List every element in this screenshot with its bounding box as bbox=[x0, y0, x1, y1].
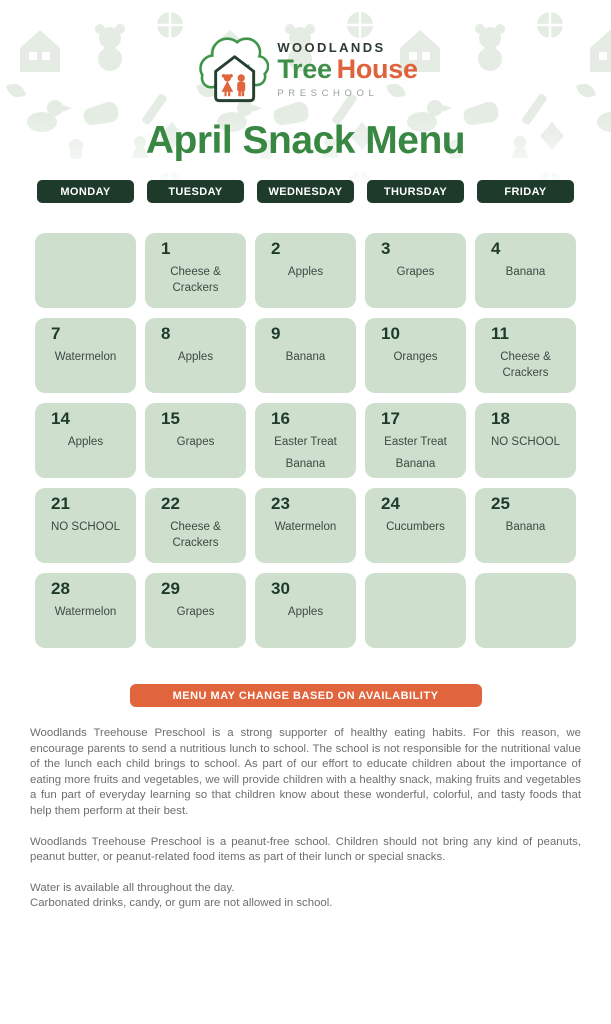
calendar-cell: 8 Apples bbox=[145, 318, 246, 393]
cell-snack: Grapes bbox=[396, 266, 435, 278]
cell-snack: Grapes bbox=[176, 436, 215, 448]
brand-woodlands: WOODLANDS bbox=[277, 40, 386, 56]
logo: WOODLANDS Tree House PRESCHOOL bbox=[0, 0, 611, 111]
cell-date: 22 bbox=[161, 494, 180, 513]
cell-date: 17 bbox=[381, 409, 400, 428]
cell-snack: Easter Treat bbox=[274, 436, 337, 448]
calendar-cell bbox=[475, 573, 576, 648]
calendar-cell: 3 Grapes bbox=[365, 233, 466, 308]
cell-snack: Watermelon bbox=[274, 521, 337, 533]
calendar-cell bbox=[35, 233, 136, 308]
cell-snack-line2: Banana bbox=[395, 458, 436, 471]
cell-date: 10 bbox=[381, 324, 400, 343]
healthy-eating-paragraph: Woodlands Treehouse Preschool is a stron… bbox=[30, 727, 581, 817]
cell-date: 21 bbox=[51, 494, 70, 513]
cell-snack: Banana bbox=[505, 521, 546, 533]
cell-snack: Easter Treat bbox=[384, 436, 447, 448]
cell-date bbox=[365, 573, 466, 599]
cell-date: 30 bbox=[271, 579, 290, 598]
calendar-cell: 11 Cheese & Crackers bbox=[475, 318, 576, 393]
cell-date: 18 bbox=[491, 409, 510, 428]
cell-date: 4 bbox=[491, 239, 501, 258]
cell-date: 14 bbox=[51, 409, 70, 428]
calendar-cell: 18 NO SCHOOL bbox=[475, 403, 576, 478]
calendar-cell: 16 Easter Treat Banana bbox=[255, 403, 356, 478]
calendar-cell: 7 Watermelon bbox=[35, 318, 136, 393]
calendar-cell: 10 Oranges bbox=[365, 318, 466, 393]
cell-snack: Apples bbox=[287, 606, 324, 618]
calendar-cell: 17 Easter Treat Banana bbox=[365, 403, 466, 478]
cell-date bbox=[35, 233, 136, 259]
cell-snack: NO SCHOOL bbox=[490, 436, 560, 448]
cell-snack: Apples bbox=[67, 436, 104, 448]
availability-banner: MENU MAY CHANGE BASED ON AVAILABILITY bbox=[129, 684, 482, 707]
calendar-cell: 2 Apples bbox=[255, 233, 356, 308]
page-title: April Snack Menu bbox=[145, 119, 466, 162]
cell-snack: Banana bbox=[285, 351, 326, 363]
carbonated-note: Carbonated drinks, candy, or gum are not… bbox=[30, 897, 333, 910]
calendar-cell: 30 Apples bbox=[255, 573, 356, 648]
calendar-cell bbox=[365, 573, 466, 648]
cell-date: 9 bbox=[271, 324, 281, 343]
calendar-cell: 4 Banana bbox=[475, 233, 576, 308]
brand-tree-house: Tree House bbox=[277, 54, 418, 85]
cell-date: 8 bbox=[161, 324, 171, 343]
day-header-tuesday: TUESDAY bbox=[147, 180, 244, 203]
peanut-free-paragraph: Woodlands Treehouse Preschool is a peanu… bbox=[30, 835, 581, 864]
cell-date: 25 bbox=[491, 494, 510, 513]
cell-date: 28 bbox=[51, 579, 70, 598]
calendar-cell: 24 Cucumbers bbox=[365, 488, 466, 563]
cell-snack: Grapes bbox=[176, 606, 215, 618]
calendar-cell: 21 NO SCHOOL bbox=[35, 488, 136, 563]
cell-snack: Banana bbox=[505, 266, 546, 278]
cell-date: 7 bbox=[51, 324, 61, 343]
calendar-cell: 22 Cheese & Crackers bbox=[145, 488, 246, 563]
cell-date: 1 bbox=[161, 239, 171, 258]
water-note: Water is available all throughout the da… bbox=[30, 881, 235, 894]
calendar-cell: 25 Banana bbox=[475, 488, 576, 563]
cell-snack: Oranges bbox=[393, 351, 438, 363]
cell-date: 29 bbox=[161, 579, 180, 598]
cell-date: 24 bbox=[381, 494, 400, 513]
calendar-cell: 15 Grapes bbox=[145, 403, 246, 478]
brand-house: House bbox=[336, 54, 418, 85]
brand-tree: Tree bbox=[277, 54, 332, 85]
tree-house-logo-icon bbox=[193, 28, 270, 111]
day-header-wednesday: WEDNESDAY bbox=[257, 180, 354, 203]
cell-snack: Cheese & Crackers bbox=[500, 351, 551, 380]
calendar-cell: 29 Grapes bbox=[145, 573, 246, 648]
cell-snack: NO SCHOOL bbox=[50, 521, 120, 533]
cell-snack: Apples bbox=[177, 351, 214, 363]
calendar-cell: 1 Cheese & Crackers bbox=[145, 233, 246, 308]
calendar-cell: 14 Apples bbox=[35, 403, 136, 478]
cell-date: 15 bbox=[161, 409, 180, 428]
cell-snack: Cheese & Crackers bbox=[170, 266, 221, 295]
day-header-monday: MONDAY bbox=[37, 180, 134, 203]
cell-date: 3 bbox=[381, 239, 391, 258]
brand-preschool: PRESCHOOL bbox=[277, 87, 379, 99]
footer-notes: Woodlands Treehouse Preschool is a stron… bbox=[30, 726, 581, 912]
cell-snack: Cheese & Crackers bbox=[170, 521, 221, 550]
weekday-header-row: MONDAY TUESDAY WEDNESDAY THURSDAY FRIDAY bbox=[35, 180, 576, 203]
background-toys-pattern bbox=[0, 0, 611, 210]
calendar-cell: 23 Watermelon bbox=[255, 488, 356, 563]
cell-snack: Apples bbox=[287, 266, 324, 278]
day-header-friday: FRIDAY bbox=[477, 180, 574, 203]
cell-snack: Watermelon bbox=[54, 351, 117, 363]
calendar-cell: 28 Watermelon bbox=[35, 573, 136, 648]
cell-date: 23 bbox=[271, 494, 290, 513]
cell-date bbox=[475, 573, 576, 599]
calendar-cell: 9 Banana bbox=[255, 318, 356, 393]
cell-snack: Watermelon bbox=[54, 606, 117, 618]
cell-snack: Cucumbers bbox=[386, 521, 445, 533]
cell-snack-line2: Banana bbox=[285, 458, 326, 471]
cell-date: 2 bbox=[271, 239, 281, 258]
calendar-grid: 1 Cheese & Crackers 2 Apples 3 Grapes 4 Bana… bbox=[35, 233, 576, 648]
day-header-thursday: THURSDAY bbox=[367, 180, 464, 203]
cell-date: 11 bbox=[491, 324, 509, 343]
cell-date: 16 bbox=[271, 409, 290, 428]
